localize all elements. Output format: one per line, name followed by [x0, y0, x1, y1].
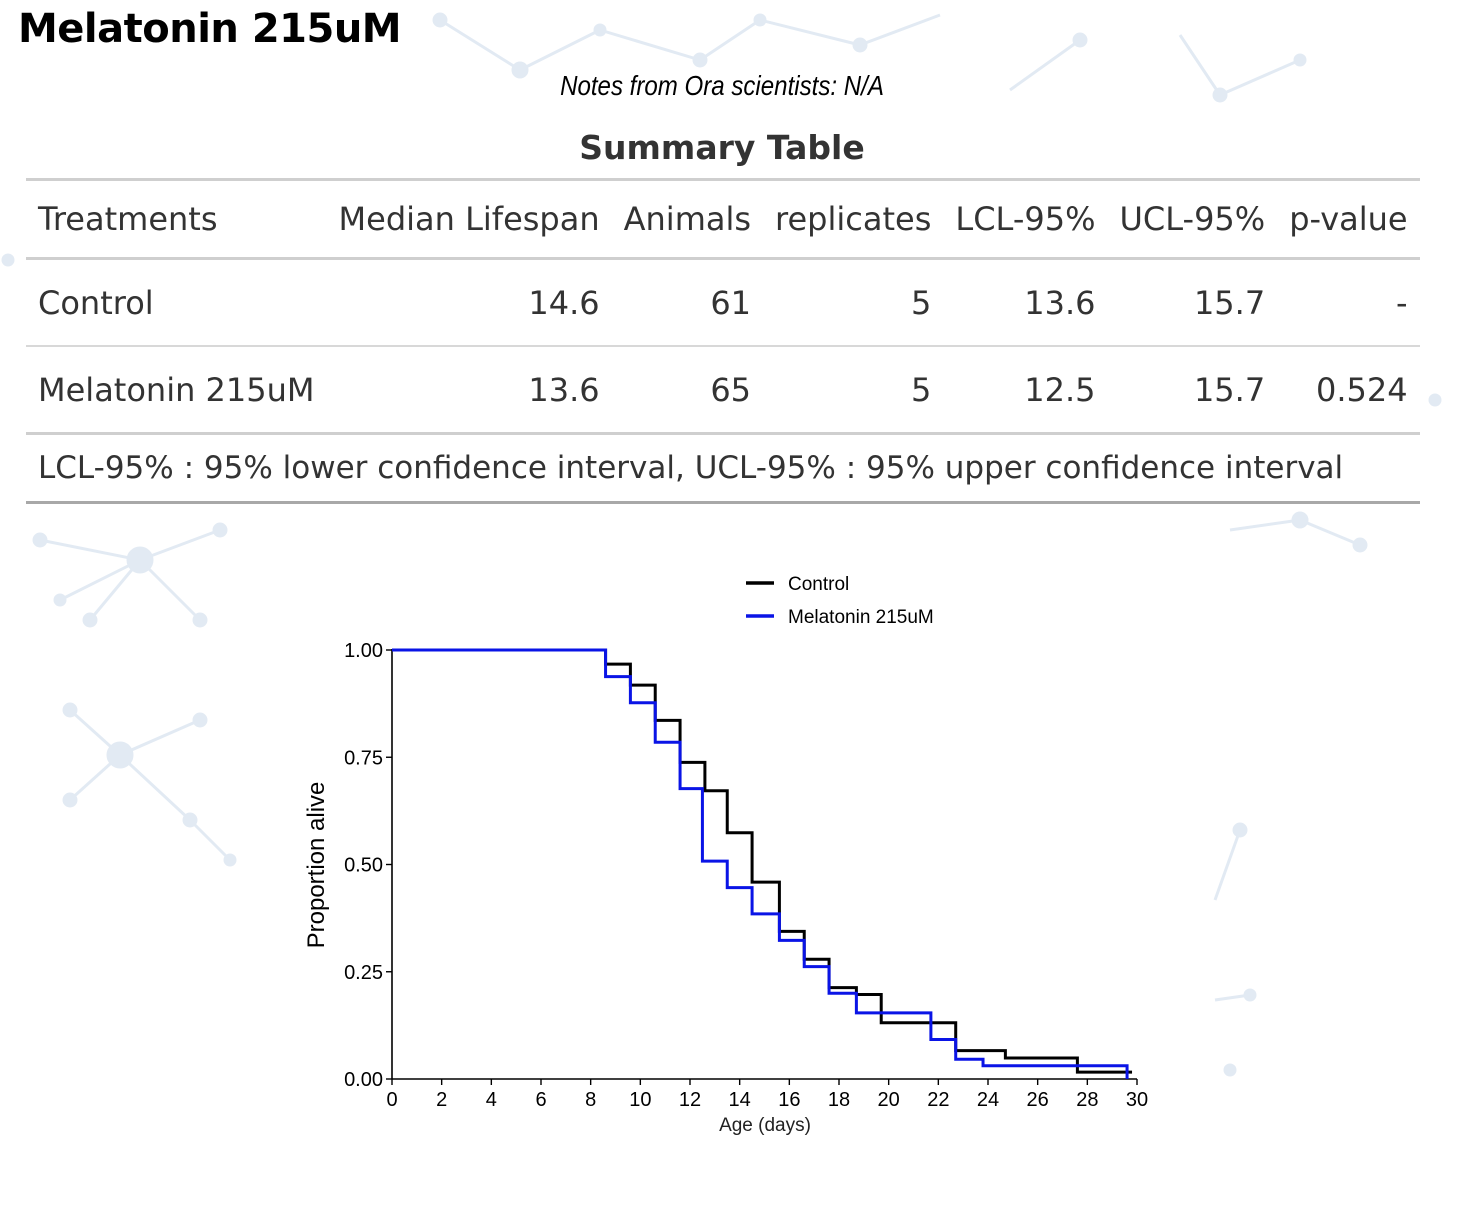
x-tick-label: 8	[585, 1089, 596, 1111]
table-cell: -	[1277, 258, 1420, 347]
summary-table: Treatments Median Lifespan Animals repli…	[26, 178, 1420, 504]
chart-legend: Control Melatonin 215uM	[746, 574, 934, 628]
table-cell: 61	[611, 258, 764, 347]
table-footnote-row: LCL-95% : 95% lower confidence interval,…	[26, 433, 1420, 504]
x-tick-label: 4	[486, 1089, 497, 1111]
column-header: Animals	[611, 178, 764, 260]
y-tick-label: 0.75	[344, 747, 383, 769]
x-tick-label: 14	[729, 1089, 751, 1111]
table-cell: Melatonin 215uM	[26, 346, 327, 435]
y-tick-label: 1.00	[344, 640, 383, 662]
table-footnote: LCL-95% : 95% lower confidence interval,…	[26, 433, 1420, 504]
x-tick-label: 16	[778, 1089, 800, 1111]
series-line-control	[392, 648, 1133, 1074]
x-tick-label: 10	[629, 1089, 651, 1111]
column-header: p-value	[1277, 178, 1420, 260]
x-tick-label: 24	[977, 1089, 999, 1111]
table-cell: 14.6	[326, 258, 612, 347]
table-cell: 5	[763, 346, 944, 435]
summary-table-title: Summary Table	[579, 128, 865, 167]
legend-label-control: Control	[788, 574, 849, 595]
x-tick-label: 30	[1126, 1089, 1148, 1111]
table-row: Control 14.6 61 5 13.6 15.7 -	[26, 258, 1420, 347]
legend-label-melatonin: Melatonin 215uM	[788, 607, 934, 628]
chart-series	[392, 648, 1133, 1079]
x-tick-label: 20	[878, 1089, 900, 1111]
x-tick-label: 18	[828, 1089, 850, 1111]
x-tick-label: 6	[535, 1089, 546, 1111]
chart-axes: 0 2 4 6 8 10 12 14 16 18 20 22 24 26 28 300.000.250.500…	[344, 640, 1148, 1111]
table-cell: 15.7	[1107, 346, 1278, 435]
table-cell: Control	[26, 258, 327, 347]
table-cell: 13.6	[943, 258, 1108, 347]
table-row: Melatonin 215uM 13.6 65 5 12.5 15.7 0.52…	[26, 346, 1420, 435]
y-tick-label: 0.25	[344, 962, 383, 984]
page-title: Melatonin 215uM	[18, 6, 402, 52]
table-cell: 15.7	[1107, 258, 1278, 347]
x-tick-label: 22	[927, 1089, 949, 1111]
y-tick-label: 0.00	[344, 1069, 383, 1091]
table-cell: 5	[763, 258, 944, 347]
x-tick-label: 12	[679, 1089, 701, 1111]
y-tick-label: 0.50	[344, 855, 383, 877]
column-header: UCL-95%	[1107, 178, 1278, 260]
x-tick-label: 0	[386, 1089, 397, 1111]
column-header: Treatments	[26, 178, 327, 260]
table-cell: 13.6	[326, 346, 612, 435]
column-header: LCL-95%	[943, 178, 1108, 260]
x-tick-label: 2	[436, 1089, 447, 1111]
table-cell: 0.524	[1277, 346, 1420, 435]
x-axis-title: Age (days)	[719, 1115, 811, 1136]
table-header-row: Treatments Median Lifespan Animals repli…	[26, 178, 1420, 260]
column-header: replicates	[763, 178, 944, 260]
column-header: Median Lifespan	[326, 178, 612, 260]
x-tick-label: 28	[1076, 1089, 1098, 1111]
table-cell: 12.5	[943, 346, 1108, 435]
notes-text: Notes from Ora scientists: N/A	[560, 70, 884, 101]
table-cell: 65	[611, 346, 764, 435]
y-axis-title: Proportion alive	[303, 782, 330, 949]
x-tick-label: 26	[1027, 1089, 1049, 1111]
series-line-melatonin	[392, 648, 1129, 1079]
